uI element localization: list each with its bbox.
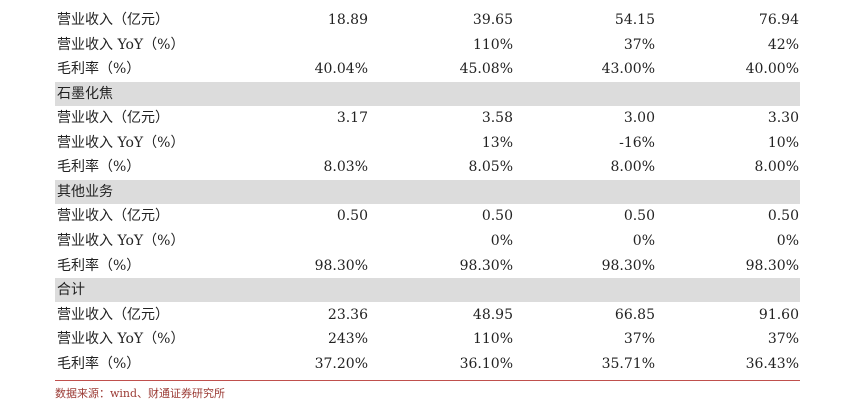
source-note: 数据来源：wind、财通证券研究所 bbox=[55, 387, 226, 400]
section-label: 石墨化焦 bbox=[57, 86, 113, 102]
value-cell: 0.50 bbox=[336, 208, 368, 224]
value-cell: 0.50 bbox=[623, 208, 655, 224]
value-cell: 110% bbox=[472, 37, 513, 53]
section-header-row: 其他业务 bbox=[55, 180, 800, 204]
row-label: 营业收入 YoY（%） bbox=[57, 37, 185, 53]
value-cell: 42% bbox=[767, 37, 799, 53]
value-cell: 8.03% bbox=[323, 159, 368, 175]
value-cell: 37% bbox=[623, 37, 655, 53]
value-cell: 0% bbox=[490, 233, 513, 249]
value-cell: 91.60 bbox=[758, 307, 799, 323]
value-cell: 54.15 bbox=[614, 12, 655, 28]
table-row: 毛利率（%） 98.30% 98.30% 98.30% 98.30% bbox=[55, 254, 800, 278]
table-row: 毛利率（%） 40.04% 45.08% 43.00% 40.00% bbox=[55, 57, 800, 81]
value-cell: 36.10% bbox=[459, 356, 513, 372]
row-label: 营业收入 YoY（%） bbox=[57, 135, 185, 151]
table-row: 营业收入 YoY（%） 0% 0% 0% bbox=[55, 229, 800, 253]
row-label: 营业收入 YoY（%） bbox=[57, 331, 185, 347]
value-cell: 40.04% bbox=[314, 61, 368, 77]
section-label: 其他业务 bbox=[57, 184, 113, 200]
value-cell: 45.08% bbox=[459, 61, 513, 77]
value-cell: 98.30% bbox=[601, 258, 655, 274]
row-label: 营业收入（亿元） bbox=[57, 208, 169, 224]
value-cell: 98.30% bbox=[745, 258, 799, 274]
footer-divider bbox=[55, 380, 800, 381]
section-header-row: 合计 bbox=[55, 278, 800, 302]
value-cell: 3.17 bbox=[336, 110, 368, 126]
value-cell: 8.00% bbox=[754, 159, 799, 175]
row-label: 营业收入 YoY（%） bbox=[57, 233, 185, 249]
row-label: 毛利率（%） bbox=[57, 61, 141, 77]
value-cell: 13% bbox=[481, 135, 513, 151]
row-label: 营业收入（亿元） bbox=[57, 110, 169, 126]
value-cell: 23.36 bbox=[327, 307, 368, 323]
value-cell: 3.00 bbox=[623, 110, 655, 126]
value-cell: 98.30% bbox=[459, 258, 513, 274]
value-cell: 8.00% bbox=[610, 159, 655, 175]
table-row: 营业收入（亿元） 3.17 3.58 3.00 3.30 bbox=[55, 106, 800, 130]
section-label: 合计 bbox=[57, 282, 85, 298]
value-cell: 3.58 bbox=[481, 110, 513, 126]
value-cell: 110% bbox=[472, 331, 513, 347]
value-cell: 18.89 bbox=[327, 12, 368, 28]
value-cell: 8.05% bbox=[468, 159, 513, 175]
value-cell: 243% bbox=[327, 331, 368, 347]
row-label: 毛利率（%） bbox=[57, 159, 141, 175]
table-row: 营业收入 YoY（%） 110% 37% 42% bbox=[55, 33, 800, 57]
value-cell: 40.00% bbox=[745, 61, 799, 77]
value-cell: 0.50 bbox=[767, 208, 799, 224]
table-row: 营业收入（亿元） 0.50 0.50 0.50 0.50 bbox=[55, 204, 800, 228]
row-label: 营业收入（亿元） bbox=[57, 12, 169, 28]
value-cell: 0.50 bbox=[481, 208, 513, 224]
value-cell: 48.95 bbox=[472, 307, 513, 323]
value-cell: 35.71% bbox=[601, 356, 655, 372]
value-cell: 0% bbox=[776, 233, 799, 249]
value-cell: 36.43% bbox=[745, 356, 799, 372]
value-cell: 10% bbox=[767, 135, 799, 151]
value-cell: 43.00% bbox=[601, 61, 655, 77]
value-cell: 76.94 bbox=[758, 12, 799, 28]
table-row: 营业收入 YoY（%） 243% 110% 37% 37% bbox=[55, 327, 800, 351]
value-cell: 0% bbox=[632, 233, 655, 249]
value-cell: 66.85 bbox=[614, 307, 655, 323]
value-cell: 37.20% bbox=[314, 356, 368, 372]
value-cell: 37% bbox=[767, 331, 799, 347]
value-cell: -16% bbox=[619, 135, 655, 151]
row-label: 营业收入（亿元） bbox=[57, 307, 169, 323]
value-cell: 39.65 bbox=[472, 12, 513, 28]
row-label: 毛利率（%） bbox=[57, 356, 141, 372]
table-row: 营业收入（亿元） 23.36 48.95 66.85 91.60 bbox=[55, 303, 800, 327]
table-row: 毛利率（%） 8.03% 8.05% 8.00% 8.00% bbox=[55, 155, 800, 179]
table-row: 营业收入（亿元） 18.89 39.65 54.15 76.94 bbox=[55, 8, 800, 32]
section-header-row: 石墨化焦 bbox=[55, 82, 800, 106]
value-cell: 98.30% bbox=[314, 258, 368, 274]
table-row: 营业收入 YoY（%） 13% -16% 10% bbox=[55, 131, 800, 155]
value-cell: 37% bbox=[623, 331, 655, 347]
value-cell: 3.30 bbox=[767, 110, 799, 126]
table-row: 毛利率（%） 37.20% 36.10% 35.71% 36.43% bbox=[55, 352, 800, 376]
row-label: 毛利率（%） bbox=[57, 258, 141, 274]
